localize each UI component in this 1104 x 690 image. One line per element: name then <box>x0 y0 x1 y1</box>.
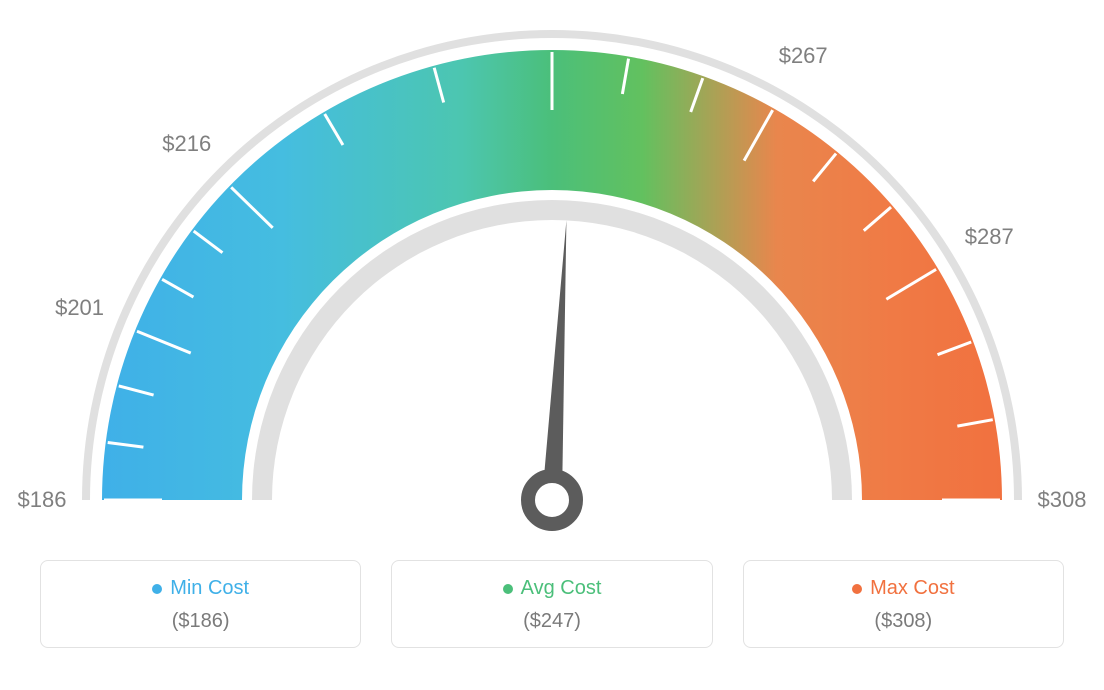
legend-dot-min <box>152 584 162 594</box>
legend-label-max: Max Cost <box>870 577 954 600</box>
gauge-tick-label: $308 <box>1038 487 1087 513</box>
gauge-tick-label: $216 <box>162 131 211 157</box>
gauge-tick-label: $186 <box>18 487 67 513</box>
gauge-tick-label: $247 <box>528 0 577 3</box>
gauge-tick-label: $201 <box>55 295 104 321</box>
legend-card-avg: Avg Cost ($247) <box>391 560 712 648</box>
legend-value-avg: ($247) <box>392 610 711 633</box>
legend-label-min: Min Cost <box>170 577 249 600</box>
gauge-svg <box>0 0 1104 560</box>
legend-value-min: ($186) <box>41 610 360 633</box>
legend-value-max: ($308) <box>744 610 1063 633</box>
gauge-tick-label: $267 <box>779 43 828 69</box>
gauge-container: $186 $201 $216 $247 $267 $287 $308 <box>0 0 1104 560</box>
legend-dot-avg <box>503 584 513 594</box>
legend-title-row: Avg Cost <box>392 577 711 600</box>
legend-label-avg: Avg Cost <box>521 577 602 600</box>
legend-card-min: Min Cost ($186) <box>40 560 361 648</box>
gauge-tick-label: $287 <box>965 224 1014 250</box>
legend-card-max: Max Cost ($308) <box>743 560 1064 648</box>
legend-title-row: Min Cost <box>41 577 360 600</box>
legend-dot-max <box>852 584 862 594</box>
legend-title-row: Max Cost <box>744 577 1063 600</box>
legend-row: Min Cost ($186) Avg Cost ($247) Max Cost… <box>0 560 1104 648</box>
